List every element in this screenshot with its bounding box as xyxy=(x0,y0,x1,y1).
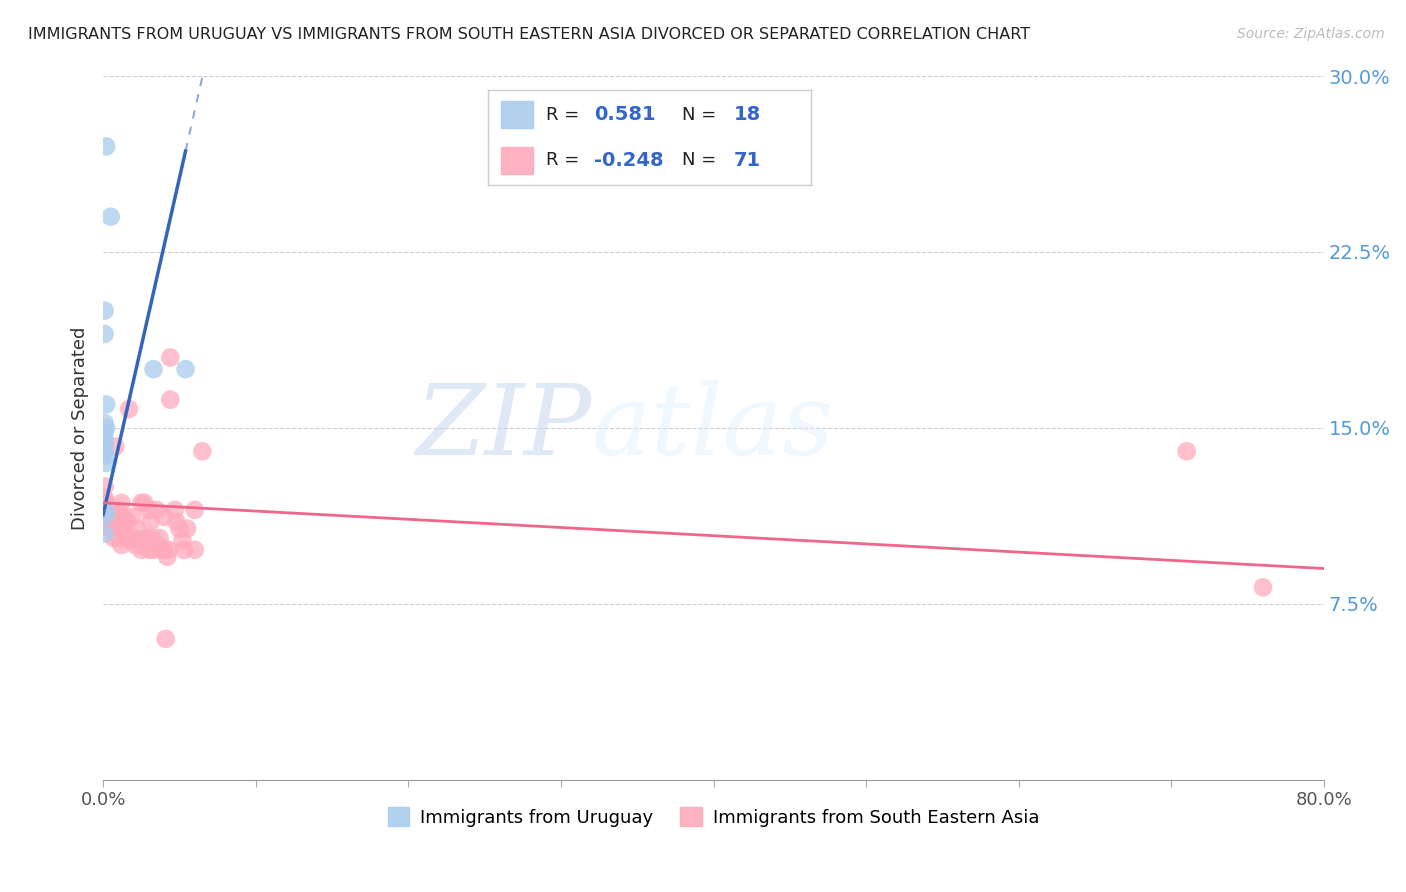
Point xyxy=(169,522,191,536)
Point xyxy=(103,505,125,519)
Point xyxy=(98,503,121,517)
Point xyxy=(157,542,180,557)
Point xyxy=(153,510,176,524)
Point xyxy=(93,433,115,447)
Text: ZIP: ZIP xyxy=(415,380,592,475)
Point xyxy=(135,531,157,545)
Text: Source: ZipAtlas.com: Source: ZipAtlas.com xyxy=(1237,27,1385,41)
Point xyxy=(159,351,181,365)
Legend: Immigrants from Uruguay, Immigrants from South Eastern Asia: Immigrants from Uruguay, Immigrants from… xyxy=(381,800,1046,834)
Point xyxy=(101,510,124,524)
Point xyxy=(93,449,115,463)
Point xyxy=(100,510,122,524)
Point xyxy=(104,440,127,454)
Point xyxy=(96,421,118,435)
Point xyxy=(120,533,142,548)
Point xyxy=(103,531,125,545)
Point xyxy=(118,402,141,417)
Point xyxy=(145,503,167,517)
Point xyxy=(93,326,115,341)
Point xyxy=(1175,444,1198,458)
Point xyxy=(110,496,132,510)
Point xyxy=(122,531,145,545)
Point xyxy=(96,496,118,510)
Point xyxy=(146,538,169,552)
Point xyxy=(93,491,115,505)
Y-axis label: Divorced or Separated: Divorced or Separated xyxy=(72,326,89,530)
Point xyxy=(100,519,122,533)
Point xyxy=(93,496,115,510)
Point xyxy=(172,533,194,548)
Point xyxy=(174,362,197,376)
Point xyxy=(93,437,115,451)
Point xyxy=(107,503,129,517)
Point xyxy=(121,510,143,524)
Point xyxy=(183,542,205,557)
Point xyxy=(93,303,115,318)
Point xyxy=(96,456,118,470)
Point xyxy=(96,510,118,524)
Point xyxy=(93,444,115,458)
Point xyxy=(155,632,177,646)
Point xyxy=(149,531,172,545)
Text: atlas: atlas xyxy=(592,380,834,475)
Point xyxy=(96,519,118,533)
Point xyxy=(124,538,146,552)
Point xyxy=(111,519,134,533)
Point xyxy=(138,542,160,557)
Point xyxy=(111,510,134,524)
Point xyxy=(115,531,138,545)
Point xyxy=(96,503,118,517)
Point xyxy=(98,515,121,529)
Point xyxy=(96,139,118,153)
Point xyxy=(97,508,120,522)
Point xyxy=(114,515,136,529)
Point xyxy=(93,425,115,440)
Point xyxy=(156,549,179,564)
Point xyxy=(142,542,165,557)
Point xyxy=(139,515,162,529)
Point xyxy=(110,538,132,552)
Text: IMMIGRANTS FROM URUGUAY VS IMMIGRANTS FROM SOUTH EASTERN ASIA DIVORCED OR SEPARA: IMMIGRANTS FROM URUGUAY VS IMMIGRANTS FR… xyxy=(28,27,1031,42)
Point xyxy=(101,519,124,533)
Point xyxy=(93,519,115,533)
Point xyxy=(1251,580,1274,594)
Point xyxy=(125,522,148,536)
Point xyxy=(134,533,156,548)
Point xyxy=(141,531,163,545)
Point xyxy=(93,508,115,522)
Point xyxy=(138,503,160,517)
Point xyxy=(176,522,198,536)
Point xyxy=(93,515,115,529)
Point xyxy=(129,496,152,510)
Point xyxy=(173,542,195,557)
Point xyxy=(93,503,115,517)
Point xyxy=(129,542,152,557)
Point xyxy=(96,508,118,522)
Point xyxy=(104,515,127,529)
Point xyxy=(100,210,122,224)
Point xyxy=(153,542,176,557)
Point xyxy=(183,503,205,517)
Point xyxy=(108,510,131,524)
Point xyxy=(93,479,115,493)
Point xyxy=(142,362,165,376)
Point xyxy=(105,522,128,536)
Point xyxy=(159,392,181,407)
Point xyxy=(93,526,115,541)
Point xyxy=(191,444,214,458)
Point xyxy=(163,503,186,517)
Point xyxy=(165,515,187,529)
Point xyxy=(93,503,115,517)
Point xyxy=(96,397,118,411)
Point xyxy=(93,416,115,430)
Point xyxy=(134,496,156,510)
Point xyxy=(117,515,139,529)
Point xyxy=(107,531,129,545)
Point xyxy=(150,542,173,557)
